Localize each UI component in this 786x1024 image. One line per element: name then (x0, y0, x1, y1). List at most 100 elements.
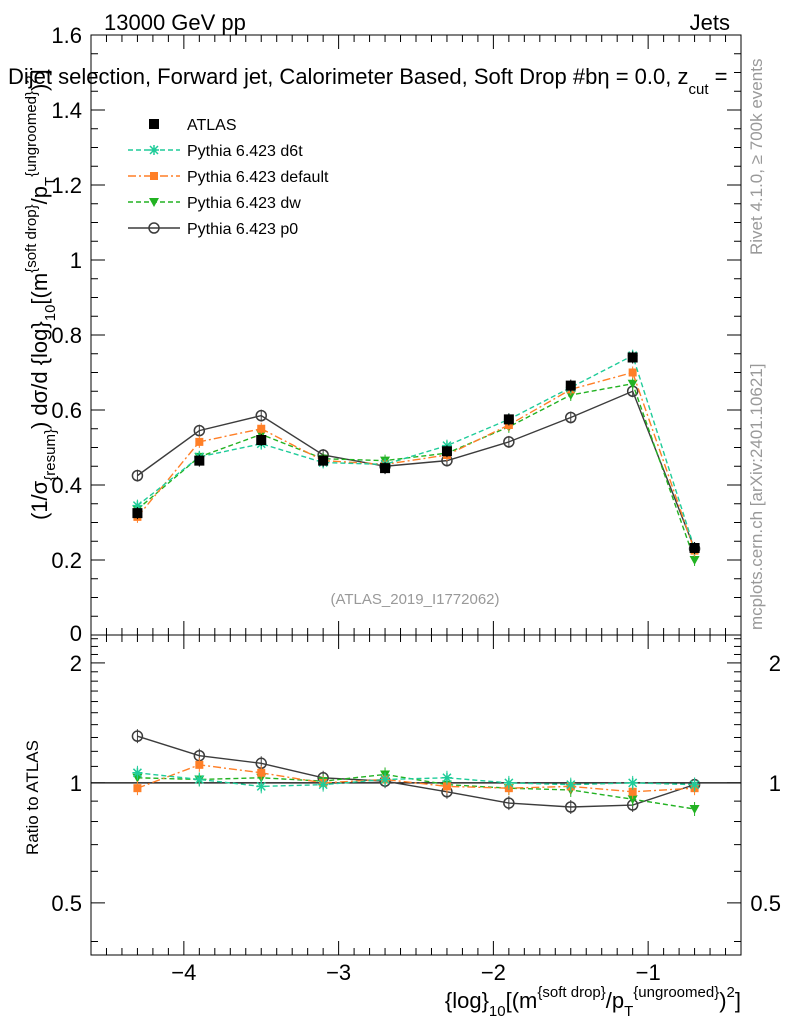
legend-entry-d6t: Pythia 6.423 d6t (128, 143, 303, 160)
series-line-dw (136, 382, 696, 561)
ratio-point-d6t (380, 774, 391, 785)
x-tick-label: −1 (636, 960, 661, 985)
ratio-y-tick-label: 1 (70, 771, 82, 796)
ratio-point-d6t (318, 779, 329, 790)
energy-label: 13000 GeV pp (104, 10, 246, 35)
y-tick-label-zero: 0 (70, 621, 82, 646)
point-ATLAS (380, 463, 391, 474)
legend-entry-p0: Pythia 6.423 p0 (128, 221, 298, 238)
legend-label-dw: Pythia 6.423 dw (187, 195, 301, 212)
x-tick-label: −3 (326, 960, 351, 985)
ratio-point-default (195, 760, 204, 769)
x-tick-label: −4 (171, 960, 196, 985)
ratio-point-p0 (503, 797, 515, 809)
point-p0 (255, 409, 267, 422)
point-ATLAS (132, 508, 143, 519)
ratio-series-dw (132, 767, 700, 817)
series-p0 (131, 385, 701, 555)
series-ATLAS (132, 351, 700, 554)
ratio-point-d6t (565, 779, 576, 790)
mcplots-label: mcplots.cern.ch [arXiv:2401.10621] (747, 364, 766, 630)
ratio-point-d6t (689, 779, 700, 790)
series-line-d6t (136, 354, 696, 549)
title-end: = (709, 64, 728, 89)
ratio-series-group (131, 729, 701, 817)
point-dw (627, 379, 638, 389)
point-p0 (565, 411, 577, 424)
point-dw (689, 556, 700, 565)
ratio-y-axis-label: Ratio to ATLAS (23, 740, 42, 855)
ratio-line-default (137, 764, 695, 793)
legend-entry-dw: Pythia 6.423 dw (128, 195, 301, 212)
process-label: Jets (690, 10, 730, 35)
ratio-axis-ticks: −4 −3 −2 −1 0.5 0.5 1 1 2 2 (51, 635, 781, 985)
point-p0 (193, 424, 206, 437)
ratio-line-dw (137, 773, 695, 810)
point-d6t (132, 500, 143, 511)
point-default (628, 368, 637, 377)
ratio-point-dw (627, 795, 638, 805)
legend-marker-dw (149, 198, 159, 207)
y-tick-label: 1.2 (51, 173, 82, 198)
point-p0 (503, 436, 515, 448)
ratio-point-d6t (132, 767, 143, 778)
point-default (257, 424, 266, 433)
point-ATLAS (441, 446, 452, 457)
y-tick-label: 0.2 (51, 548, 82, 573)
point-default (195, 437, 204, 446)
ratio-point-default (442, 782, 451, 791)
series-default (133, 366, 699, 557)
title-cut: cut (688, 81, 709, 98)
ratio-point-d6t (441, 772, 452, 783)
ratio-y-tick-label: 2 (70, 651, 82, 676)
ratio-point-d6t (256, 781, 267, 792)
series-line-p0 (137, 390, 696, 550)
legend-marker-p0 (148, 222, 160, 234)
point-p0 (131, 469, 144, 482)
ratio-point-default (257, 768, 266, 777)
ratio-point-p0 (131, 730, 144, 742)
y-tick-label: 0.4 (51, 473, 82, 498)
legend-marker-ATLAS (149, 119, 159, 129)
x-axis-label: {log}10[(m{soft drop}/pT{ungroomed})2] (445, 984, 741, 1020)
y-tick-label: 0.8 (51, 323, 82, 348)
legend-label-d6t: Pythia 6.423 d6t (187, 143, 303, 160)
point-ATLAS (256, 435, 267, 445)
title-main: Dijet selection, Forward jet, Calorimete… (8, 64, 597, 89)
point-ATLAS (627, 352, 638, 363)
ratio-series-p0 (131, 729, 701, 815)
x-tick-label: −2 (481, 960, 506, 985)
point-ATLAS (689, 543, 700, 553)
ratio-point-dw (689, 805, 700, 815)
analysis-watermark: (ATLAS_2019_I1772062) (330, 591, 499, 608)
legend-marker-d6t (149, 145, 159, 155)
ratio-line-p0 (137, 735, 695, 808)
series-dw (132, 377, 700, 566)
ratio-y-tick-label-right: 1 (769, 771, 781, 796)
main-axis-ticks: 0.2 0.4 0.6 0.8 1 1.2 1.4 1.6 0 (51, 23, 741, 646)
y-tick-label: 1.4 (51, 98, 82, 123)
ratio-panel-frame (90, 634, 742, 956)
ratio-point-p0 (565, 801, 577, 813)
series-d6t (132, 349, 700, 555)
legend-entry-ATLAS: ATLAS (149, 117, 237, 134)
point-ATLAS (565, 380, 576, 391)
legend-label-p0: Pythia 6.423 p0 (187, 221, 298, 238)
y-tick-label: 1.6 (51, 23, 82, 48)
ratio-series-d6t (132, 765, 700, 794)
ratio-point-d6t (627, 777, 638, 788)
y-tick-label: 0.6 (51, 398, 82, 423)
title-beta: η = 0.0, z (597, 64, 688, 89)
main-y-axis-label: (1/σ{resum}) dσ/d {log}10[(m{soft drop}/… (23, 69, 59, 520)
plot-title: Dijet selection, Forward jet, Calorimete… (8, 64, 727, 98)
legend-label-ATLAS: ATLAS (187, 117, 237, 134)
point-ATLAS (194, 455, 205, 466)
main-series-group (131, 349, 701, 566)
legend-entry-default: Pythia 6.423 default (128, 169, 329, 186)
ratio-line-d6t (137, 772, 695, 788)
legend-marker-default (150, 172, 158, 180)
series-line-default (136, 371, 696, 551)
y-tick-label: 1 (70, 248, 82, 273)
legend: ATLAS Pythia 6.423 d6t Pythia 6.423 defaul… (128, 117, 329, 238)
legend-label-default: Pythia 6.423 default (187, 169, 329, 186)
